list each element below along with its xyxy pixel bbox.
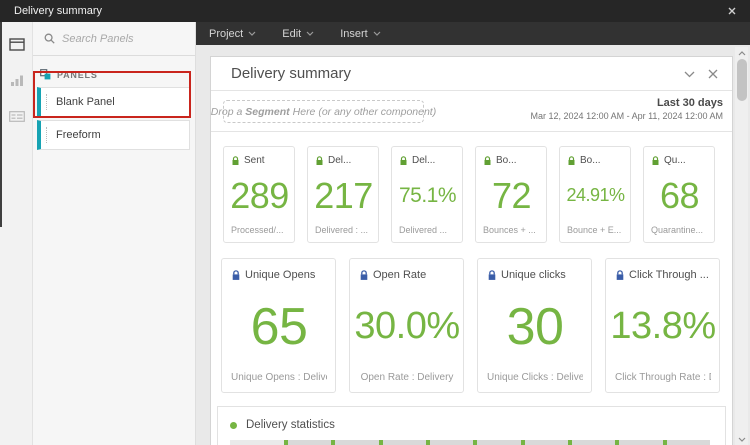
table-header-row (230, 440, 710, 445)
workspace-content: Delivery summary Drop a Segment Here (or a… (196, 45, 750, 445)
lock-icon (483, 155, 492, 166)
lock-icon (567, 155, 576, 166)
panel-item-label: Freeform (56, 129, 101, 141)
components-rail-icon[interactable] (0, 102, 33, 130)
metric-card-unique-clicks[interactable]: Unique clicks 30 Unique Clicks : Deliver… (477, 258, 592, 393)
date-range-label: Last 30 days (656, 97, 723, 109)
collapse-panel-icon[interactable] (684, 71, 695, 78)
vertical-scrollbar[interactable] (735, 47, 748, 445)
panel-subheader: Drop a Segment Here (or any other componen… (211, 91, 732, 132)
chevron-down-icon (248, 31, 256, 36)
search-panels-row (33, 22, 195, 56)
metric-value: 75.1% (398, 183, 457, 207)
menu-project[interactable]: Project (209, 28, 256, 40)
table-corner-cell (230, 440, 284, 445)
metric-card-delivered[interactable]: Del... 217 Delivered : ... (307, 146, 379, 243)
window-title: Delivery summary (14, 5, 103, 17)
metric-value: 289 (230, 174, 289, 216)
metric-card-quarantine[interactable]: Qu... 68 Quarantine... (643, 146, 715, 243)
metric-value: 30 (506, 297, 564, 356)
table-header-cell (615, 440, 663, 445)
drag-handle-icon (46, 94, 47, 110)
metric-card-sent[interactable]: Sent 289 Processed/... (223, 146, 295, 243)
metric-subtitle: Open Rate : Delivery (360, 372, 454, 383)
table-header-cell (662, 440, 710, 445)
scrollbar-thumb[interactable] (736, 59, 747, 101)
chevron-down-icon (373, 31, 381, 36)
metric-cards-row-large: Unique Opens 65 Unique Opens : Delivery … (211, 243, 732, 393)
visualizations-rail-icon[interactable] (0, 66, 33, 94)
metric-card-click-through-rate[interactable]: Click Through ... 13.8% Click Through Ra… (605, 258, 720, 393)
window-titlebar: Delivery summary (0, 0, 750, 22)
metric-value: 68 (659, 174, 700, 216)
menu-insert[interactable]: Insert (340, 28, 381, 40)
metric-card-bounces[interactable]: Bo... 72 Bounces + ... (475, 146, 547, 243)
bullet-icon (230, 421, 237, 429)
chevron-down-icon (306, 31, 314, 36)
window-close-icon[interactable] (725, 4, 739, 18)
metric-subtitle: Unique Opens : Delivery (231, 372, 327, 383)
search-panels-input[interactable] (62, 32, 182, 45)
sidebar-item-freeform[interactable]: Freeform (37, 120, 190, 150)
menu-edit[interactable]: Edit (282, 28, 314, 40)
metric-subtitle: Delivered ... (399, 225, 448, 235)
panel-title: Delivery summary (231, 65, 352, 82)
metric-value: 65 (250, 297, 308, 356)
delivery-statistics-table[interactable]: Delivery statistics (217, 406, 726, 445)
table-header-cell (425, 440, 474, 445)
metric-subtitle: Quarantine... (651, 225, 704, 235)
lock-icon (315, 155, 324, 166)
metric-subtitle: Bounces + ... (483, 225, 536, 235)
lock-icon (399, 155, 408, 166)
metric-subtitle: Processed/... (231, 225, 284, 235)
metric-value: 72 (491, 174, 532, 216)
left-edge-divider (0, 22, 2, 227)
lock-icon (231, 155, 240, 166)
date-range-detail: Mar 12, 2024 12:00 AM - Apr 11, 2024 12:… (530, 111, 723, 121)
panel-item-label: Blank Panel (56, 96, 115, 108)
metric-card-bounce-rate[interactable]: Bo... 24.91% Bounce + E... (559, 146, 631, 243)
panels-sidebar: PANELS Blank Panel Freeform (33, 22, 196, 445)
menu-bar: Project Edit Insert (196, 22, 750, 45)
date-range-selector[interactable]: Last 30 days Mar 12, 2024 12:00 AM - Apr… (531, 97, 723, 121)
metric-subtitle: Unique Clicks : Delivery (487, 372, 583, 383)
scroll-up-icon[interactable] (735, 47, 748, 59)
segment-drop-zone[interactable]: Drop a Segment Here (or any other componen… (211, 100, 436, 123)
metric-card-delivery-rate[interactable]: Del... 75.1% Delivered ... (391, 146, 463, 243)
lock-icon (231, 269, 241, 281)
table-header-cell (520, 440, 568, 445)
table-header-cell (284, 440, 332, 445)
panels-section-label: PANELS (57, 69, 98, 80)
table-header-cell (378, 440, 426, 445)
metric-value: 13.8% (610, 305, 716, 347)
delivery-summary-panel: Delivery summary Drop a Segment Here (or a… (210, 56, 733, 445)
lock-icon (651, 155, 660, 166)
panels-section-header: PANELS (40, 69, 195, 80)
statistics-title: Delivery statistics (246, 419, 335, 431)
table-header-cell (567, 440, 616, 445)
drag-handle-icon (46, 127, 47, 143)
lock-icon (615, 269, 625, 281)
metric-card-unique-opens[interactable]: Unique Opens 65 Unique Opens : Delivery (221, 258, 336, 393)
lock-icon (359, 269, 369, 281)
close-panel-icon[interactable] (708, 69, 718, 79)
metric-subtitle: Click Through Rate : D... (615, 372, 711, 383)
metric-value: 217 (314, 174, 373, 216)
metric-card-open-rate[interactable]: Open Rate 30.0% Open Rate : Delivery (349, 258, 464, 393)
metric-cards-row-small: Sent 289 Processed/... Del... 217 Delive… (211, 132, 732, 243)
table-header-cell (473, 440, 521, 445)
panels-rail-icon[interactable] (0, 30, 33, 58)
lock-icon (487, 269, 497, 281)
search-icon (44, 33, 55, 44)
scroll-down-icon[interactable] (735, 433, 748, 445)
sidebar-item-blank-panel[interactable]: Blank Panel (37, 87, 190, 117)
metric-value: 30.0% (354, 305, 460, 347)
table-header-cell (331, 440, 379, 445)
panels-section-icon (40, 69, 51, 80)
panel-header: Delivery summary (211, 57, 732, 91)
left-rail (0, 22, 33, 445)
metric-subtitle: Delivered : ... (315, 225, 369, 235)
metric-value: 24.91% (566, 185, 625, 205)
metric-subtitle: Bounce + E... (567, 225, 622, 235)
